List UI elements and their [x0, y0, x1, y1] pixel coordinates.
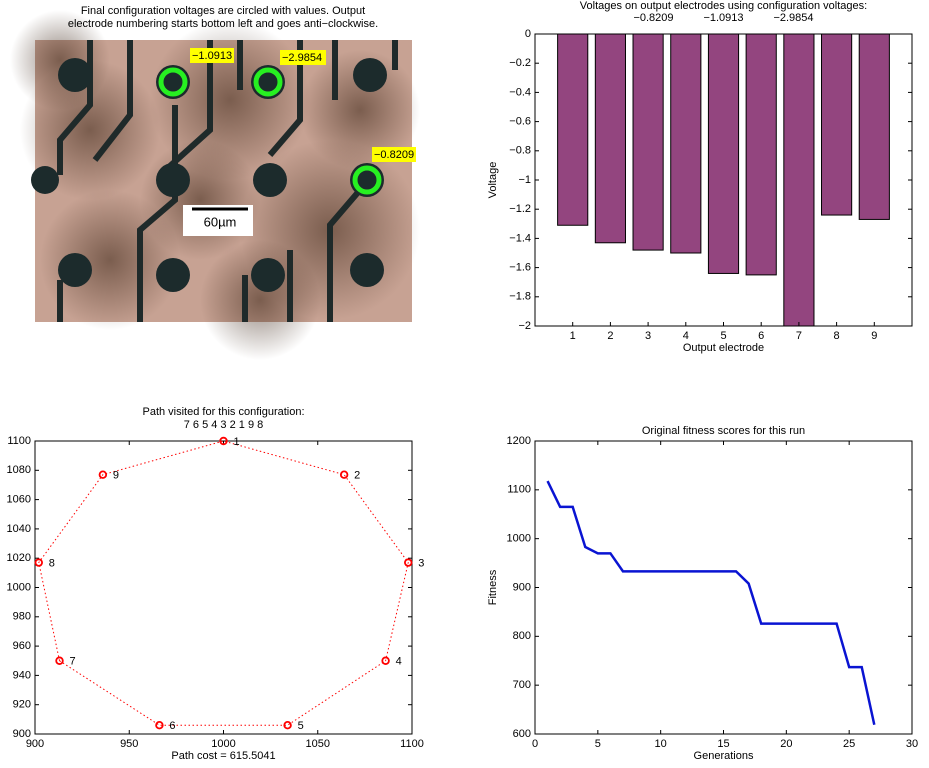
x-tick-label: 9: [871, 330, 877, 342]
y-tick-label: 600: [513, 728, 531, 740]
y-axis-label: Voltage: [487, 162, 499, 199]
y-tick-label: −1.6: [509, 262, 531, 274]
figure: −1.0913 −2.9854 −0.8209 60µm Final confi…: [0, 0, 929, 768]
x-tick-label: 1050: [306, 738, 330, 750]
y-tick-label: 920: [13, 699, 31, 711]
y-tick-label: 900: [513, 581, 531, 593]
y-tick-label: −1: [518, 174, 531, 186]
point-label: 2: [354, 470, 360, 482]
x-tick-label: 3: [645, 330, 651, 342]
y-tick-label: 700: [513, 679, 531, 691]
y-tick-label: 940: [13, 669, 31, 681]
y-tick-label: −0.6: [509, 116, 531, 128]
y-tick-label: −2: [518, 320, 531, 332]
x-tick-label: 4: [683, 330, 689, 342]
micrograph: −1.0913 −2.9854 −0.8209 60µm Final confi…: [10, 5, 420, 360]
y-tick-label: 1000: [507, 533, 531, 545]
y-tick-label: −1.2: [509, 203, 531, 215]
y-tick-label: 1040: [7, 523, 31, 535]
x-tick-label: 5: [720, 330, 726, 342]
annotation: −2.9854: [282, 52, 322, 64]
line: [548, 481, 875, 725]
y-tick-label: 960: [13, 640, 31, 652]
y-tick-label: −0.4: [509, 86, 531, 98]
y-tick-label: −1.4: [509, 232, 531, 244]
y-tick-label: −1.8: [509, 291, 531, 303]
path-line: [39, 441, 408, 725]
point: [341, 471, 348, 478]
bar: [633, 34, 663, 250]
point-label: 3: [418, 558, 424, 570]
x-axis-label: Output electrode: [683, 342, 764, 354]
bar: [671, 34, 701, 253]
chart-title: Final configuration voltages are circled…: [81, 5, 365, 17]
y-tick-label: 1200: [507, 435, 531, 447]
plot-frame: [35, 441, 412, 734]
x-tick-label: 7: [796, 330, 802, 342]
bar: [708, 34, 738, 273]
y-tick-label: 0: [525, 28, 531, 40]
x-tick-label: 1000: [211, 738, 235, 750]
bar: [822, 34, 852, 215]
chart-title: Original fitness scores for this run: [642, 425, 805, 437]
bar: [746, 34, 776, 275]
bar: [595, 34, 625, 243]
point-label: 5: [298, 720, 304, 732]
x-tick-label: 15: [717, 738, 729, 750]
x-tick-label: 30: [906, 738, 918, 750]
y-tick-label: −0.8: [509, 145, 531, 157]
y-tick-label: −0.2: [509, 57, 531, 69]
bar: [859, 34, 889, 219]
x-tick-label: 8: [834, 330, 840, 342]
x-tick-label: 10: [655, 738, 667, 750]
scale-label: 60µm: [204, 214, 237, 229]
annotation: −0.8209: [374, 149, 414, 161]
point-label: 7: [70, 656, 76, 668]
y-tick-label: 1080: [7, 464, 31, 476]
x-tick-label: 25: [843, 738, 855, 750]
chart-subtitle: −0.8209: [633, 12, 673, 24]
y-tick-label: 1100: [7, 435, 31, 447]
y-tick-label: 1000: [7, 581, 31, 593]
y-axis-label: Fitness: [487, 569, 499, 605]
chart-subtitle: −1.0913: [703, 12, 743, 24]
chart-subtitle: −2.9854: [773, 12, 813, 24]
point-label: 4: [396, 656, 402, 668]
chart-title: Voltages on output electrodes using conf…: [580, 0, 867, 12]
x-tick-label: 0: [532, 738, 538, 750]
bar: [558, 34, 588, 225]
y-tick-label: 800: [513, 630, 531, 642]
chart-title: electrode numbering starts bottom left a…: [68, 18, 378, 30]
point-label: 6: [169, 720, 175, 732]
x-tick-label: 20: [780, 738, 792, 750]
y-tick-label: 1020: [7, 552, 31, 564]
point-label: 1: [234, 436, 240, 448]
point-label: 8: [49, 558, 55, 570]
x-tick-label: 900: [26, 738, 44, 750]
y-tick-label: 1100: [507, 484, 531, 496]
x-tick-label: 1: [570, 330, 576, 342]
x-tick-label: 2: [607, 330, 613, 342]
x-tick-label: 5: [595, 738, 601, 750]
point-label: 9: [113, 470, 119, 482]
bar: [784, 34, 814, 326]
annotation: −1.0913: [192, 50, 232, 62]
x-tick-label: 6: [758, 330, 764, 342]
y-tick-label: 1060: [7, 494, 31, 506]
x-axis-label: Generations: [694, 750, 754, 762]
chart-title: Path visited for this configuration:: [142, 406, 304, 418]
x-tick-label: 950: [120, 738, 138, 750]
x-axis-label: Path cost = 615.5041: [171, 750, 275, 762]
x-tick-label: 1100: [400, 738, 424, 750]
chart-subtitle: 7 6 5 4 3 2 1 9 8: [184, 419, 264, 431]
plot-frame: [535, 441, 912, 734]
y-tick-label: 980: [13, 611, 31, 623]
